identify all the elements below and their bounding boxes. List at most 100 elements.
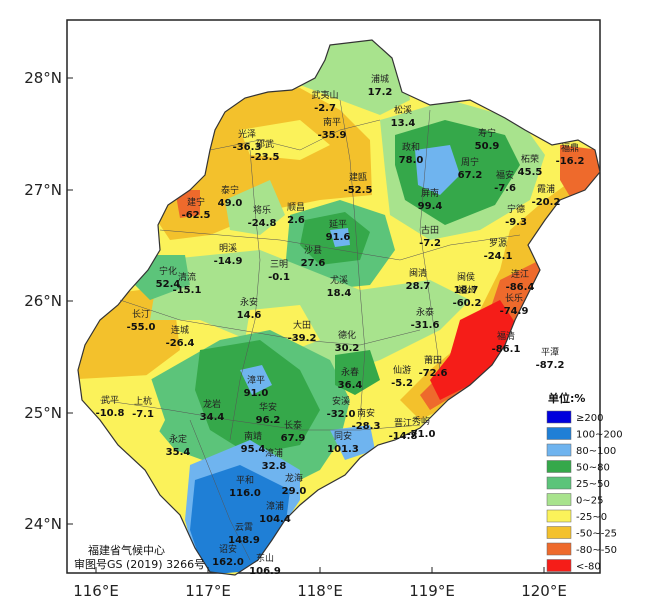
legend-label: -50~-25 [576, 529, 617, 540]
station-name: 福州 [458, 284, 476, 296]
legend-swatch [546, 542, 572, 556]
station-label: 福鼎 -16.2 [556, 142, 585, 167]
station-label: 永泰 -31.6 [411, 306, 440, 331]
station-name: 罗源 [489, 238, 507, 249]
legend: 单位:% ≥200 100~200 80~100 50~80 25~50 0~25 -25~… [546, 391, 623, 573]
station-name: 南安 [357, 407, 375, 419]
station-value: 27.6 [301, 258, 326, 269]
station-value: 2.6 [287, 215, 305, 226]
lat-label-27: 27°N [24, 181, 62, 199]
station-value: 162.0 [212, 557, 244, 568]
station-value: -32.0 [327, 409, 356, 420]
station-value: 13.4 [391, 118, 416, 129]
station-label: 大田 -39.2 [288, 319, 317, 344]
station-label: 柘荣 45.5 [518, 153, 543, 178]
legend-label: -25~0 [576, 512, 607, 523]
station-name: 清流 [178, 271, 196, 283]
credit-line-2: 审图号GS (2019) 3266号 [74, 557, 205, 571]
station-name: 顺昌 [287, 202, 305, 213]
station-value: 29.0 [282, 486, 307, 497]
station-value: 99.4 [418, 201, 443, 212]
legend-swatch [546, 460, 572, 473]
station-name: 上杭 [134, 395, 152, 407]
station-name: 漳浦 [266, 500, 284, 512]
station-name: 平和 [236, 475, 254, 486]
station-value: 91.6 [326, 232, 351, 243]
station-name: 古田 [421, 224, 439, 236]
station-name: 云霄 [235, 522, 253, 533]
station-name: 福清 [497, 330, 515, 342]
station-value: 30.2 [335, 343, 360, 354]
station-name: 南靖 [244, 430, 262, 442]
station-name: 光泽 [238, 128, 256, 140]
station-label: 罗源 -24.1 [484, 238, 513, 262]
axis-ticks [67, 77, 545, 573]
legend-swatch [546, 427, 572, 440]
credit-line-1: 福建省气候中心 [88, 543, 165, 557]
station-label: 三明 -0.1 [268, 259, 290, 283]
station-value: -14.8 [389, 431, 418, 442]
station-label: 上杭 -7.1 [132, 395, 154, 420]
station-value: -36.3 [233, 142, 262, 153]
lat-label-28: 28°N [24, 69, 62, 87]
station-label: 屏南 99.4 [418, 187, 443, 212]
station-value: -87.2 [536, 360, 565, 371]
station-value: 106.9 [249, 566, 281, 577]
station-label: 清流 -15.1 [173, 271, 202, 296]
station-value: -7.2 [419, 238, 441, 249]
legend-label: 100~200 [576, 430, 623, 441]
station-name: 漳浦 [265, 447, 283, 459]
station-value: -62.5 [182, 210, 211, 221]
station-value: -72.6 [419, 368, 448, 379]
station-label: 浦城 17.2 [368, 73, 393, 98]
station-value: -26.4 [166, 338, 195, 349]
station-label: 福清 -86.1 [492, 330, 521, 355]
station-name: 永安 [240, 296, 258, 308]
station-value: -86.4 [506, 282, 535, 293]
county-borders [99, 99, 521, 561]
station-name: 华安 [259, 401, 277, 413]
station-value: 67.9 [281, 433, 306, 444]
station-label: 尤溪 18.4 [327, 274, 352, 299]
station-value: -20.2 [532, 197, 561, 208]
station-label: 漳浦 32.8 [262, 447, 287, 472]
station-name: 龙海 [285, 472, 303, 484]
legend-swatch [546, 443, 572, 457]
station-value: 67.2 [458, 170, 483, 181]
station-value: -15.1 [173, 285, 202, 296]
lon-label-116: 116°E [73, 582, 119, 600]
station-label: 福州 -60.2 [453, 284, 482, 309]
legend-title: 单位:% [548, 391, 585, 405]
station-label: 光泽 -36.3 [233, 128, 262, 153]
station-value: 95.4 [241, 444, 266, 455]
station-label: 南靖 95.4 [241, 430, 266, 455]
station-name: 霞浦 [537, 183, 555, 195]
station-label: 秀屿 -71.0 [407, 415, 436, 440]
station-label: 长汀 -55.0 [127, 308, 156, 333]
station-label: 龙岩 34.4 [200, 398, 225, 423]
station-name: 漳平 [247, 374, 265, 386]
station-value: -71.0 [407, 429, 436, 440]
legend-swatch [546, 526, 572, 539]
station-name: 连江 [511, 268, 529, 280]
station-name: 泰宁 [221, 184, 239, 196]
legend-swatch [546, 476, 572, 490]
station-name: 建宁 [187, 196, 205, 208]
station-label: 永定 35.4 [166, 433, 191, 458]
station-name: 闽清 [409, 267, 427, 279]
station-value: 36.4 [338, 380, 363, 391]
station-value: -52.5 [344, 185, 373, 196]
lon-label-118: 118°E [297, 582, 343, 600]
station-value: -16.2 [556, 156, 585, 167]
station-name: 长乐 [505, 292, 523, 304]
station-label: 泰宁 49.0 [218, 184, 243, 209]
station-name: 秀屿 [412, 415, 430, 427]
station-name: 连城 [171, 324, 189, 336]
station-label: 宁德 -9.3 [505, 203, 527, 228]
station-label: 霞浦 -20.2 [532, 183, 561, 208]
station-label: 闽清 28.7 [406, 267, 431, 292]
station-value: 18.4 [327, 288, 352, 299]
legend-label: 0~25 [576, 496, 603, 507]
station-name: 仙游 [393, 364, 411, 376]
